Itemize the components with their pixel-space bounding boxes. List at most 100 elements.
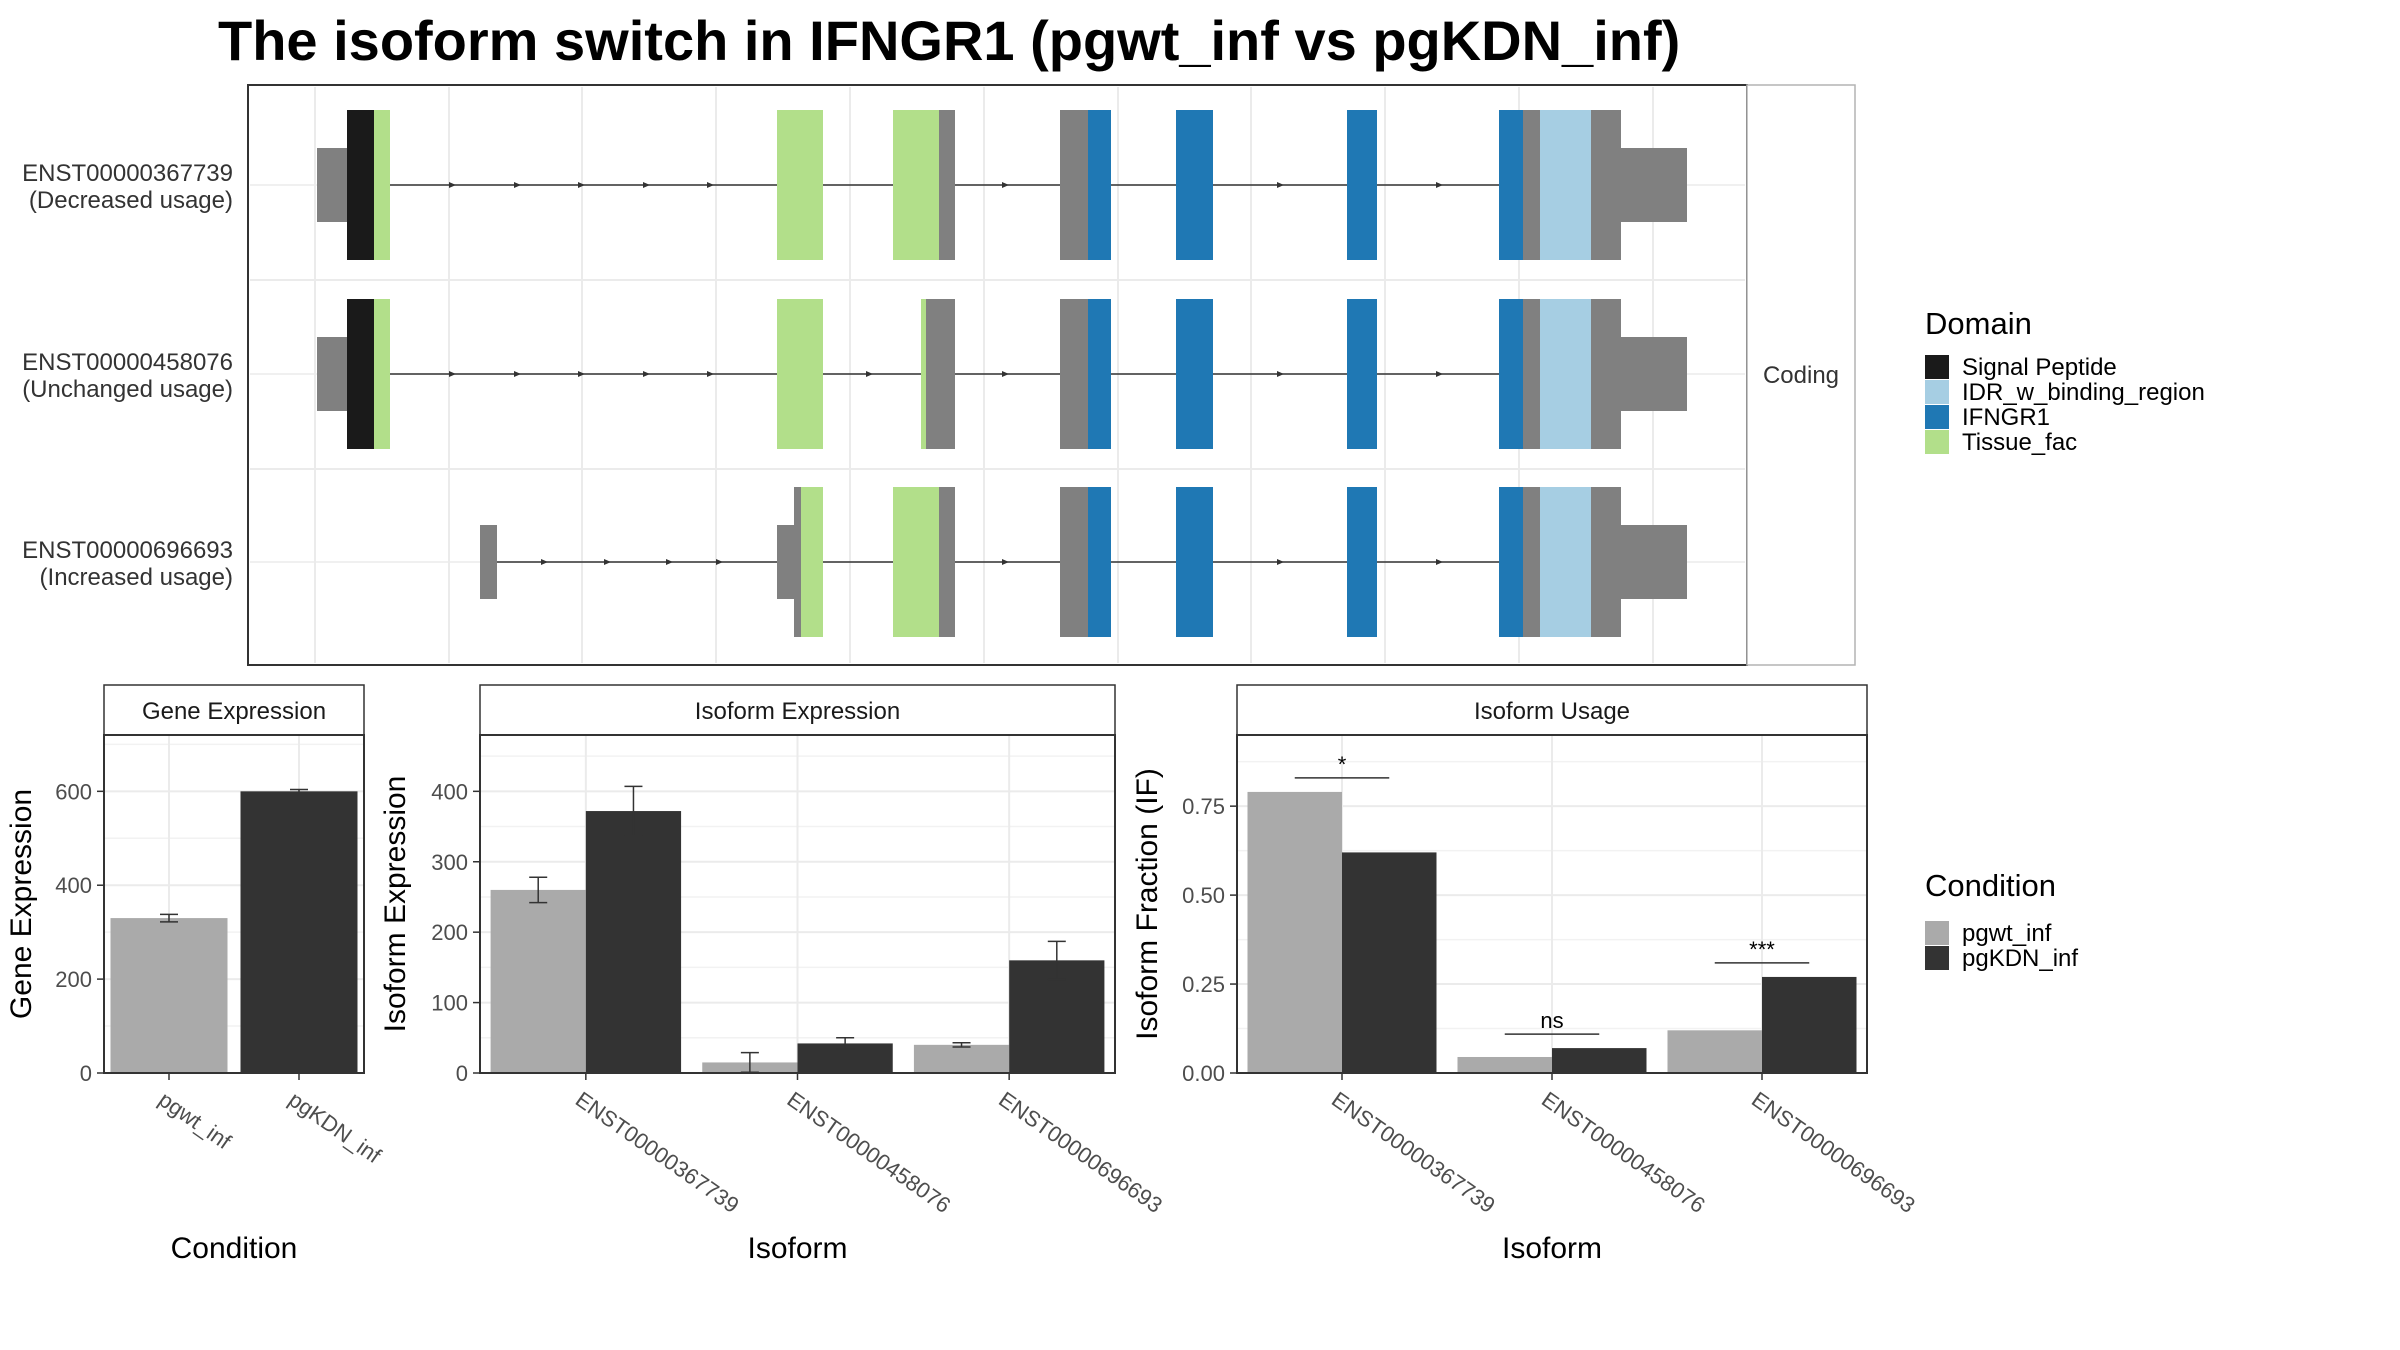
intron-arrow (514, 182, 521, 188)
legend-key-swatch (1925, 405, 1949, 429)
domain-exon (893, 487, 939, 637)
noncoding-exon (939, 487, 955, 637)
domain-exon (347, 299, 374, 449)
domain-exon (374, 110, 390, 260)
noncoding-exon (1060, 487, 1088, 637)
x-tick-label: pgKDN_inf (284, 1087, 386, 1169)
intron-arrow (1002, 182, 1009, 188)
bar (585, 811, 682, 1073)
domain-exon (1540, 487, 1591, 637)
transcript-id-label: ENST00000367739 (22, 160, 233, 187)
domain-exon (1499, 299, 1523, 449)
bar (1552, 1048, 1647, 1073)
noncoding-exon (1523, 299, 1540, 449)
domain-exon (1347, 299, 1377, 449)
y-tick-label: 0.25 (1182, 972, 1225, 997)
y-tick-label: 300 (431, 850, 468, 875)
domain-exon (1088, 487, 1111, 637)
legend-key-swatch (1925, 355, 1949, 379)
intron-arrow (514, 371, 521, 377)
bar (240, 791, 358, 1073)
noncoding-exon (1591, 110, 1621, 260)
bar (1247, 791, 1342, 1073)
domain-exon (1176, 299, 1213, 449)
legend-key-label: IFNGR1 (1962, 404, 2050, 431)
intron-arrow (666, 559, 673, 565)
domain-legend-title: Domain (1925, 306, 2032, 341)
intron-arrow (643, 371, 650, 377)
bar (1762, 976, 1857, 1073)
noncoding-exon (1591, 487, 1621, 637)
y-tick-label: 0.00 (1182, 1061, 1225, 1086)
panel-strip-label: Gene Expression (142, 698, 326, 725)
x-tick-label: ENST00000696693 (994, 1087, 1167, 1218)
domain-exon (1499, 487, 1523, 637)
transcript-usage-label: (Decreased usage) (29, 187, 233, 214)
transcript-usage-label: (Unchanged usage) (22, 376, 233, 403)
x-tick-label: ENST00000367739 (571, 1087, 744, 1218)
domain-exon (1088, 299, 1111, 449)
bar (1342, 852, 1437, 1073)
condition-legend-title: Condition (1925, 868, 2056, 903)
intron-arrow (449, 182, 456, 188)
panel-strip-label: Isoform Usage (1474, 698, 1630, 725)
noncoding-exon (1621, 525, 1687, 599)
noncoding-exon (1523, 487, 1540, 637)
y-tick-label: 0.75 (1182, 794, 1225, 819)
noncoding-exon (480, 525, 497, 599)
bar (110, 918, 228, 1073)
x-axis-title: Isoform (1502, 1232, 1602, 1265)
y-tick-label: 200 (55, 967, 92, 992)
x-tick-label: ENST00000367739 (1327, 1087, 1500, 1218)
x-tick-label: ENST00000458076 (1537, 1087, 1710, 1218)
domain-legend: Domain Signal PeptideIDR_w_binding_regio… (1925, 306, 2205, 456)
figure-title: The isoform switch in IFNGR1 (pgwt_inf v… (218, 9, 1680, 72)
structure-panel-border (247, 84, 1748, 666)
domain-exon (1540, 299, 1591, 449)
domain-exon (1347, 110, 1377, 260)
gene-expression-panel: Gene Expression 0 200 400 600 pgwt_inf pgKDN_i… (5, 684, 386, 1265)
bar (1667, 1030, 1762, 1073)
noncoding-exon (1621, 337, 1687, 411)
domain-exon (1176, 110, 1213, 260)
legend-key-swatch (1925, 430, 1949, 454)
y-tick-label: 0 (456, 1061, 468, 1086)
y-tick-label: 400 (431, 779, 468, 804)
noncoding-exon (1523, 110, 1540, 260)
transcript-usage-label: (Increased usage) (40, 564, 233, 591)
y-tick-label: 0 (80, 1061, 92, 1086)
domain-exon (1347, 487, 1377, 637)
legend-key-swatch (1925, 380, 1949, 404)
gene-structure-panel: Coding ENST00000367739(Decreased usage) E… (22, 84, 1856, 666)
x-tick-label: ENST00000458076 (783, 1087, 956, 1218)
domain-exon (921, 299, 926, 449)
noncoding-exon (926, 299, 955, 449)
y-axis-title: Isoform Fraction (IF) (1131, 768, 1164, 1040)
legend-key-label: IDR_w_binding_region (1962, 379, 2205, 406)
legend-key-label: pgKDN_inf (1962, 945, 2078, 972)
y-tick-label: 0.50 (1182, 883, 1225, 908)
noncoding-exon (1060, 299, 1088, 449)
intron-arrow (541, 559, 548, 565)
noncoding-exon (1621, 148, 1687, 222)
intron-arrow (1436, 559, 1443, 565)
y-tick-label: 100 (431, 991, 468, 1016)
noncoding-exon (794, 487, 801, 637)
legend-key-label: Signal Peptide (1962, 354, 2117, 381)
significance-label: *** (1749, 937, 1775, 962)
noncoding-exon (939, 110, 955, 260)
bar (913, 1044, 1010, 1073)
domain-exon (1176, 487, 1213, 637)
bar (490, 889, 586, 1073)
isoform-expression-panel: Isoform Expression 0 100 200 300 400 ENST00000… (379, 684, 1167, 1265)
x-tick-label: ENST00000696693 (1747, 1087, 1920, 1218)
domain-exon (777, 110, 823, 260)
domain-exon (777, 299, 823, 449)
panel-border (103, 734, 365, 1074)
y-axis-title: Gene Expression (5, 789, 38, 1019)
intron-arrow (1277, 559, 1284, 565)
intron-arrow (1002, 371, 1009, 377)
y-tick-label: 200 (431, 920, 468, 945)
